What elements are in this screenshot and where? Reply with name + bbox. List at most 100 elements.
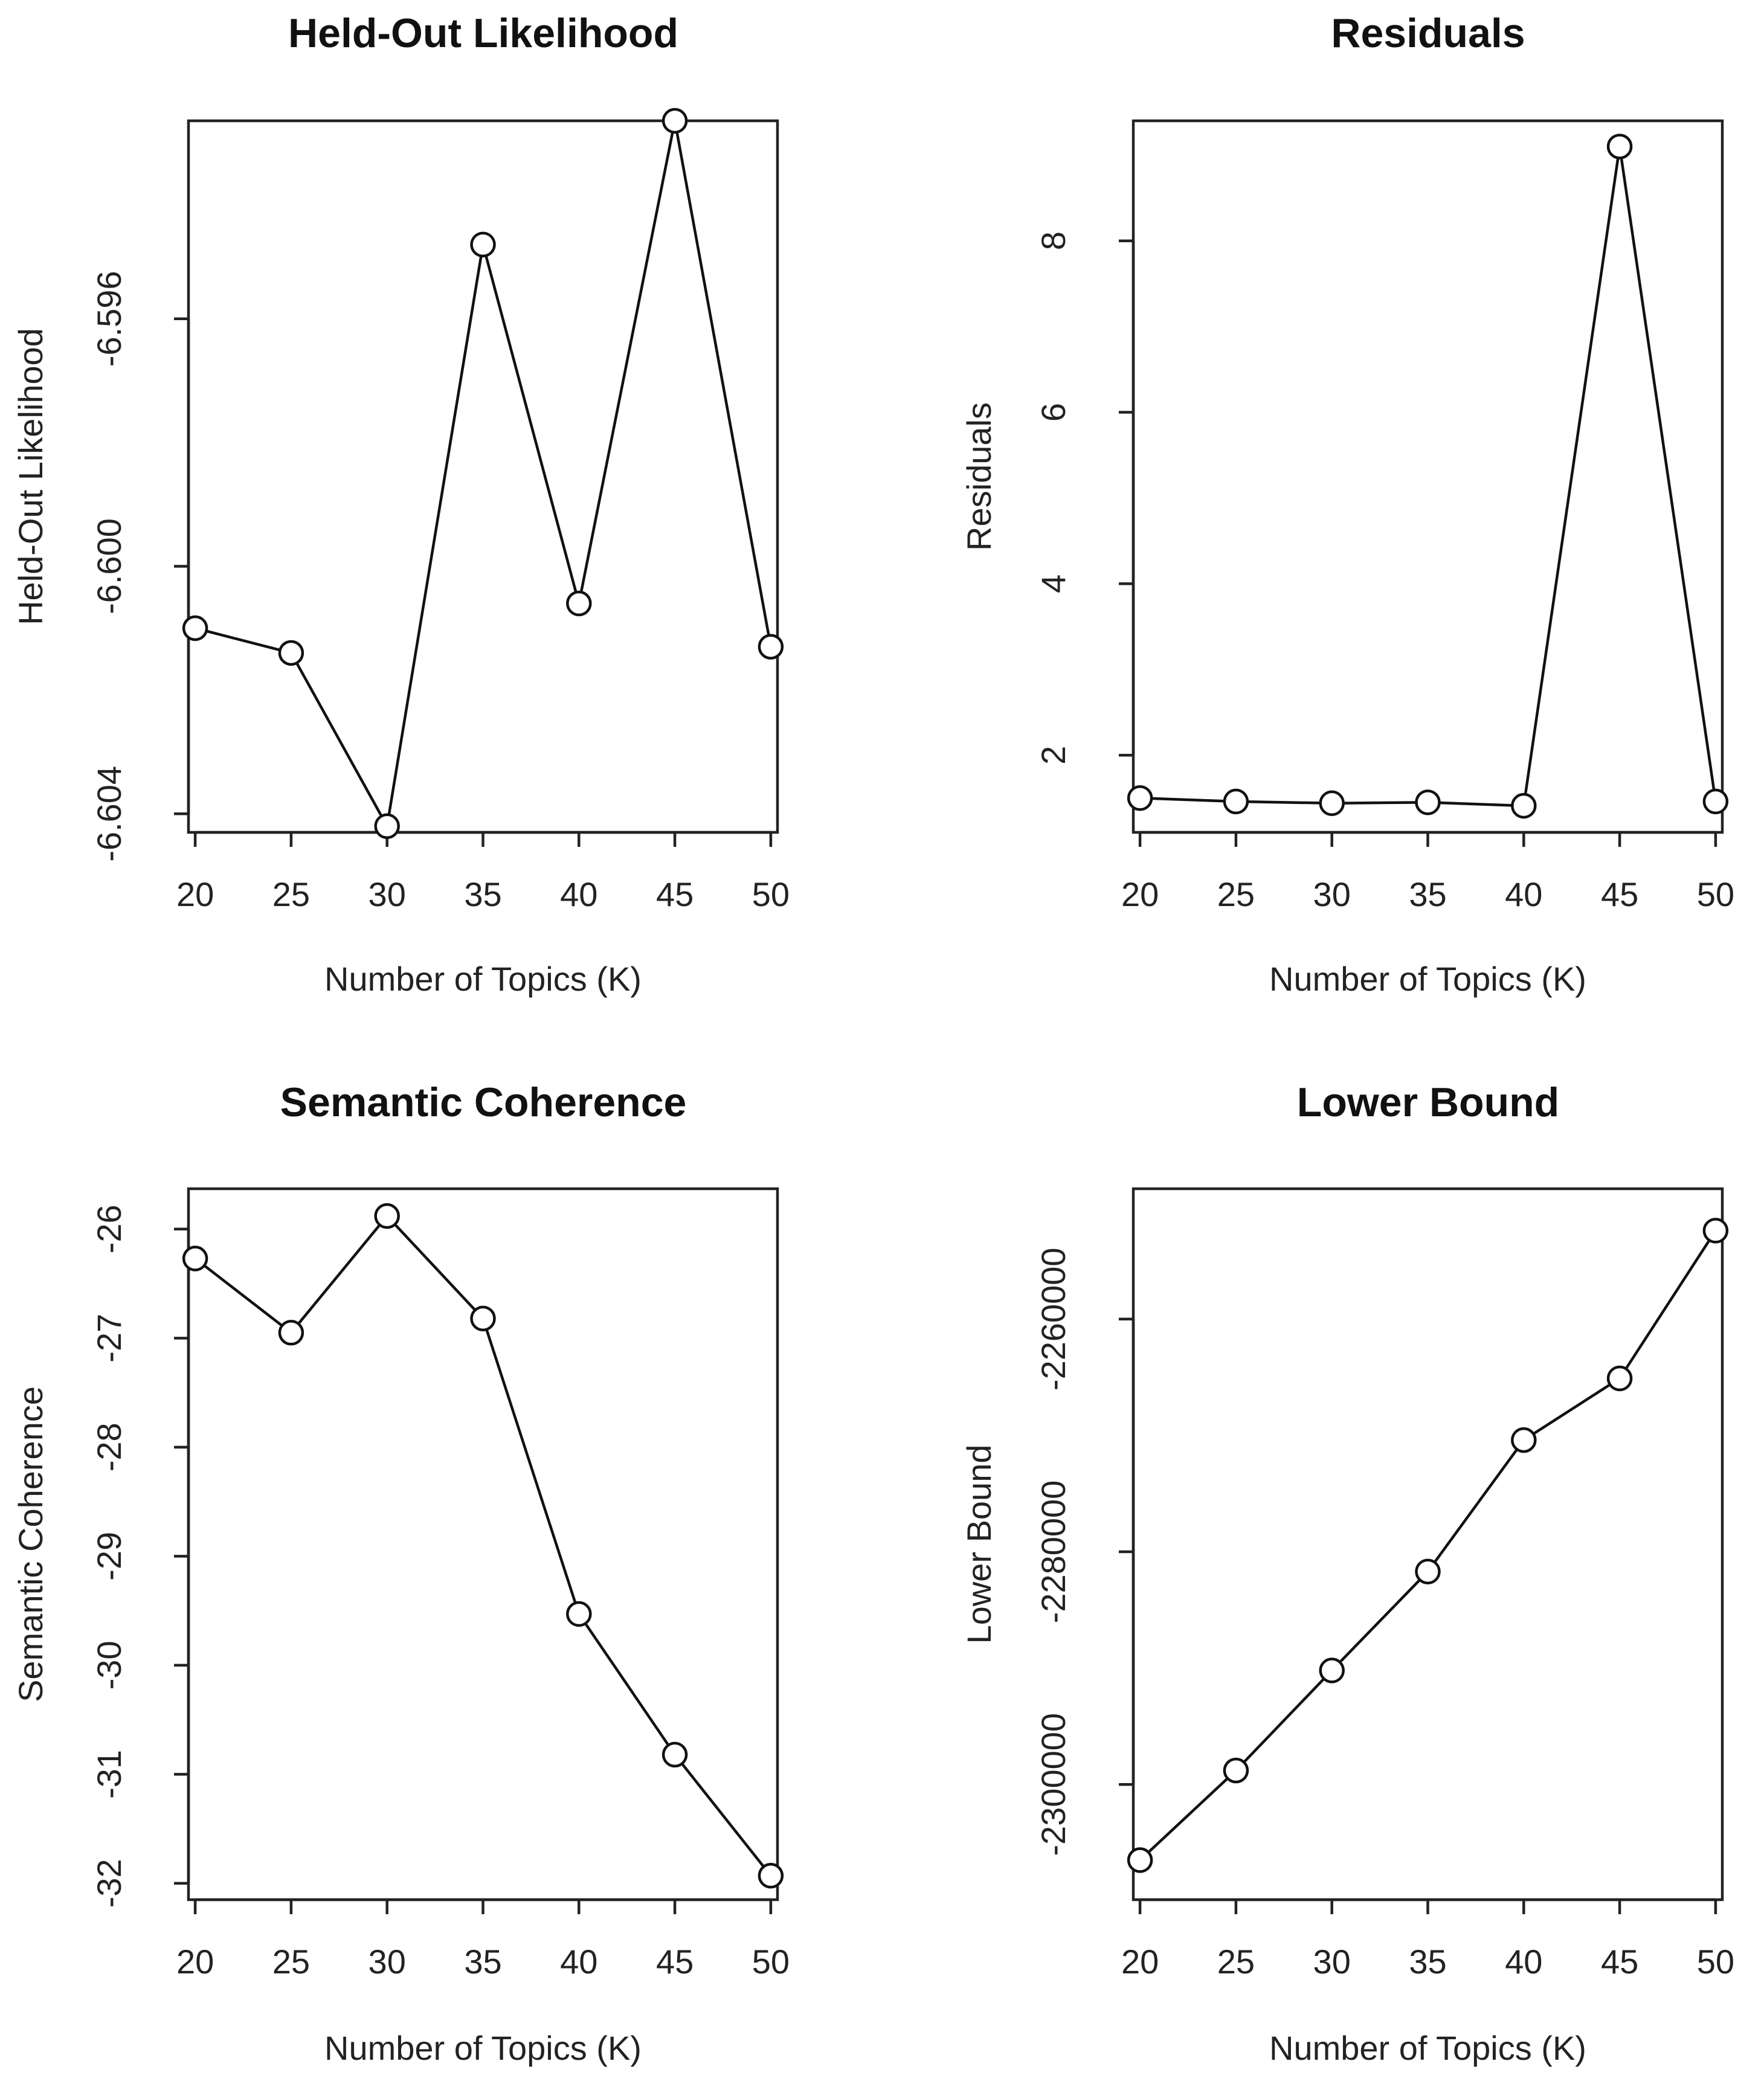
chart-title: Held-Out Likelihood: [288, 10, 678, 56]
chart-residuals: Residuals 20 25 30 35 40 45 50 2 4 6 8 Number of Top…: [960, 10, 1734, 998]
y-tick-label: 4: [1034, 574, 1072, 593]
chart-semantic-coherence: Semantic Coherence 20 25 30 35 40 45 50 -32 -31 -3…: [11, 1079, 790, 2067]
plot-frame: [187, 1187, 779, 1902]
x-tick-label: 25: [1217, 1943, 1255, 1981]
data-point: [1127, 785, 1153, 811]
y-axis-label: Held-Out Likelihood: [11, 328, 50, 625]
series-line-segment: [1524, 158, 1620, 795]
data-point: [1319, 1657, 1345, 1683]
x-tick-label: 20: [176, 875, 214, 913]
series-line-segment: [297, 1224, 381, 1325]
x-tick-label: 30: [369, 1943, 406, 1981]
data-point: [470, 1305, 496, 1332]
y-tick-label: -27: [90, 1314, 128, 1363]
data-point: [566, 1601, 592, 1627]
series-line-segment: [295, 662, 383, 817]
x-tick-label: 30: [1313, 1943, 1351, 1981]
y-tick-label: -32: [90, 1859, 128, 1908]
data-point: [1223, 788, 1249, 815]
data-point: [182, 615, 208, 641]
x-tick-label: 35: [464, 1943, 501, 1981]
data-point: [374, 813, 400, 840]
series-line-segment: [485, 1329, 577, 1604]
series-line-segment: [1343, 801, 1417, 805]
data-point: [470, 231, 496, 258]
x-tick-label: 20: [176, 1943, 214, 1981]
x-tick-label: 50: [1697, 875, 1734, 913]
y-tick-label: -29: [90, 1532, 128, 1581]
chart-title: Residuals: [1331, 10, 1525, 56]
plot-frame: [187, 119, 779, 834]
chart-held-out: Held-Out Likelihood 20 25 30 35 40 45 50 -6.604 -…: [11, 10, 790, 998]
series-line-segment: [387, 256, 483, 815]
data-point: [758, 1863, 784, 1889]
y-tick-label: -30: [90, 1641, 128, 1689]
data-point: [1127, 1847, 1153, 1873]
series-line-segment: [1339, 1578, 1421, 1664]
y-tick-label: -2260000: [1034, 1247, 1072, 1390]
x-tick-label: 45: [656, 875, 694, 913]
data-point: [1223, 1757, 1249, 1784]
data-point: [662, 1741, 688, 1768]
x-tick-label: 40: [1505, 1943, 1542, 1981]
y-tick-label: -31: [90, 1750, 128, 1799]
y-axis-label: Semantic Coherence: [11, 1386, 50, 1702]
series-line-segment: [1151, 797, 1225, 803]
x-tick-label: 35: [1409, 1943, 1446, 1981]
data-point: [662, 108, 688, 134]
x-tick-label: 25: [272, 875, 310, 913]
x-tick-label: 25: [272, 1943, 310, 1981]
data-point: [1702, 788, 1729, 815]
data-point: [182, 1246, 208, 1271]
x-tick-label: 20: [1121, 875, 1159, 913]
x-tick-label: 30: [369, 875, 406, 913]
y-tick-label: -26: [90, 1204, 128, 1253]
y-tick-label: 6: [1034, 403, 1072, 422]
data-point: [1606, 133, 1633, 159]
series-line-segment: [1147, 1777, 1229, 1854]
series-line-segment: [203, 1264, 283, 1327]
x-tick-label: 50: [1697, 1943, 1734, 1981]
data-point: [1511, 1427, 1537, 1453]
x-axis-label: Number of Topics (K): [324, 2029, 642, 2067]
data-point: [1319, 790, 1345, 816]
x-tick-label: 30: [1313, 875, 1351, 913]
x-tick-label: 50: [752, 875, 790, 913]
y-tick-label: -2300000: [1034, 1713, 1072, 1856]
x-tick-label: 40: [560, 1943, 597, 1981]
plot-frame: [1131, 119, 1724, 834]
series-line-segment: [681, 1763, 765, 1868]
series-line-segment: [394, 1223, 477, 1311]
series-line-segment: [579, 132, 674, 593]
y-tick-label: -6.596: [90, 271, 128, 367]
y-axis-label: Residuals: [960, 402, 998, 551]
series-line-segment: [1243, 1677, 1325, 1764]
data-point: [566, 590, 592, 617]
series-line-segment: [1433, 1448, 1518, 1563]
chart-title: Lower Bound: [1297, 1079, 1559, 1125]
series-line-segment: [1624, 1239, 1711, 1370]
series-line-segment: [675, 132, 770, 636]
x-tick-label: 45: [656, 1943, 694, 1981]
data-point: [278, 1320, 304, 1346]
x-tick-label: 40: [1505, 875, 1542, 913]
x-tick-label: 20: [1121, 1943, 1159, 1981]
y-tick-label: -28: [90, 1423, 128, 1471]
data-point: [374, 1203, 400, 1229]
chart-lower-bound: Lower Bound 20 25 30 35 40 45 50 -2300000 -228000…: [960, 1079, 1734, 2067]
x-axis-label: Number of Topics (K): [324, 960, 642, 998]
x-axis-label: Number of Topics (K): [1269, 960, 1586, 998]
series-line-segment: [484, 255, 578, 593]
x-axis-label: Number of Topics (K): [1269, 2029, 1586, 2067]
x-tick-label: 45: [1601, 1943, 1638, 1981]
plot-frame: [1131, 1187, 1724, 1902]
x-tick-label: 40: [560, 875, 597, 913]
x-tick-label: 25: [1217, 875, 1255, 913]
data-point: [758, 634, 784, 660]
x-tick-label: 50: [752, 1943, 790, 1981]
y-tick-label: 2: [1034, 746, 1072, 765]
series-line-segment: [1247, 800, 1321, 805]
data-point: [1415, 789, 1441, 815]
series-line-segment: [584, 1622, 670, 1746]
